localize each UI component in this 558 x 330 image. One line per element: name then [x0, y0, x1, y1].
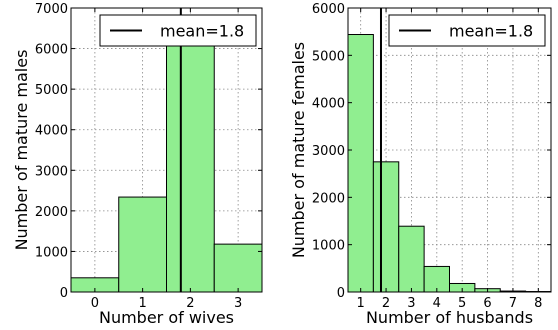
y-tick-label: 6000 [312, 2, 345, 17]
legend: mean=1.8 [99, 14, 257, 47]
plot-frame [70, 7, 263, 293]
bar [423, 265, 450, 293]
x-axis-label: Number of husbands [366, 308, 533, 327]
y-tick-label: 6000 [35, 43, 68, 58]
y-tick-label: 4000 [312, 97, 345, 112]
chart-mature-males: 0 1 2 3 0 1000 2000 3000 4000 5000 6000 7000 Number… [12, 2, 263, 327]
x-tick-label: 1 [357, 296, 365, 311]
x-tick-label: 7 [509, 296, 517, 311]
y-tick-label: 4000 [35, 124, 68, 139]
y-tick-label: 2000 [312, 191, 345, 206]
bar [347, 34, 374, 293]
bars [70, 44, 263, 293]
y-tick-label: 0 [337, 286, 345, 301]
y-axis-label: Number of mature females [289, 42, 308, 258]
y-tick-label: 3000 [312, 144, 345, 159]
x-tick-label: 4 [433, 296, 441, 311]
bars [347, 34, 552, 293]
x-tick-label: 2 [186, 296, 194, 311]
bar [398, 225, 425, 293]
bar [166, 44, 215, 293]
bar [213, 243, 263, 293]
y-tick-label: 7000 [35, 2, 68, 17]
x-tick-label: 3 [407, 296, 415, 311]
y-tick-label: 5000 [312, 49, 345, 64]
x-axis-label: Number of wives [99, 308, 234, 327]
y-tick-label: 5000 [35, 83, 68, 98]
x-tick-label: 8 [534, 296, 542, 311]
y-tick-label: 2000 [35, 205, 68, 220]
legend-label: mean=1.8 [160, 22, 244, 41]
x-tick-label: 0 [91, 296, 99, 311]
y-tick-label: 1000 [312, 239, 345, 254]
x-tick-label: 1 [138, 296, 146, 311]
y-tick-label: 0 [60, 286, 68, 301]
y-tick-label: 1000 [35, 245, 68, 260]
x-tick-label: 5 [458, 296, 466, 311]
bar [118, 196, 167, 293]
legend-label: mean=1.8 [449, 22, 533, 41]
ticks: 0 1 2 3 0 1000 2000 3000 4000 5000 6000 7000 [35, 2, 262, 311]
x-tick-label: 2 [382, 296, 390, 311]
chart-mature-females: 1 2 3 4 5 6 7 8 0 1000 2000 3000 4000 5000 6000 Number… [289, 2, 552, 327]
ticks: 1 2 3 4 5 6 7 8 0 1000 2000 3000 4000 5000 6000 [312, 2, 551, 311]
bar [372, 161, 400, 293]
x-tick-label: 3 [234, 296, 242, 311]
legend: mean=1.8 [388, 14, 546, 47]
y-axis-label: Number of mature males [12, 50, 31, 251]
y-tick-label: 3000 [35, 164, 68, 179]
x-tick-label: 6 [483, 296, 491, 311]
